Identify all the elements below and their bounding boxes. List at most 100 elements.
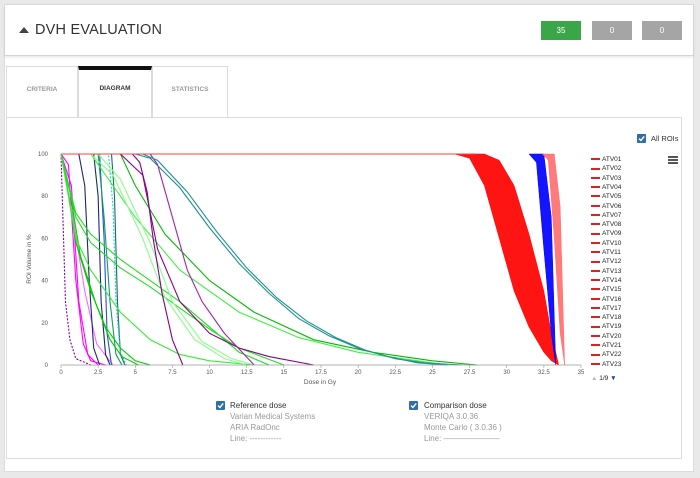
legend-swatch bbox=[591, 334, 600, 337]
checkmark-icon bbox=[217, 402, 224, 409]
tab-statistics[interactable]: STATISTICS bbox=[152, 66, 228, 117]
comparison-algorithm: Monte Carlo ( 3.0.36 ) bbox=[424, 423, 502, 432]
legend-item-atv20[interactable]: ATV20 bbox=[591, 332, 621, 341]
legend-label: ATV12 bbox=[602, 258, 622, 266]
comparison-dose-checkbox[interactable] bbox=[409, 401, 418, 410]
legend-swatch bbox=[591, 307, 600, 310]
chart-menu-icon[interactable] bbox=[668, 156, 678, 164]
legend-pager: ▲ 1/9 ▼ bbox=[591, 375, 617, 382]
legend-swatch bbox=[591, 167, 600, 170]
collapse-arrow-icon[interactable] bbox=[19, 27, 29, 33]
legend-label: ATV13 bbox=[602, 267, 622, 275]
legend-item-atv05[interactable]: ATV05 bbox=[591, 192, 621, 201]
legend-swatch bbox=[591, 195, 600, 198]
passed-count-badge: 35 bbox=[541, 21, 581, 40]
reference-system: ARIA RadOnc bbox=[230, 423, 280, 432]
legend-swatch bbox=[591, 316, 600, 319]
comparison-dose-label: Comparison dose bbox=[424, 401, 487, 410]
diagram-content bbox=[6, 117, 682, 459]
comparison-software: VERIQA 3.0.36 bbox=[424, 412, 479, 421]
panel-title: DVH EVALUATION bbox=[35, 22, 163, 38]
legend-swatch bbox=[591, 362, 600, 365]
legend-label: ATV07 bbox=[602, 211, 622, 219]
reference-line-style: Line: ------------ bbox=[230, 434, 282, 443]
legend-label: ATV09 bbox=[602, 230, 622, 238]
checkmark-icon bbox=[410, 402, 417, 409]
legend-swatch bbox=[591, 260, 600, 263]
legend-item-atv07[interactable]: ATV07 bbox=[591, 211, 621, 220]
legend-item-atv11[interactable]: ATV11 bbox=[591, 248, 621, 257]
reference-vendor: Varian Medical Systems bbox=[230, 412, 316, 421]
legend-item-atv15[interactable]: ATV15 bbox=[591, 285, 621, 294]
legend-label: ATV22 bbox=[602, 351, 622, 359]
legend-label: ATV02 bbox=[602, 165, 622, 173]
pager-text: 1/9 bbox=[599, 375, 609, 382]
legend-label: ATV03 bbox=[602, 174, 622, 182]
legend-label: ATV01 bbox=[602, 156, 622, 163]
legend-label: ATV04 bbox=[602, 183, 622, 191]
checkmark-icon bbox=[638, 135, 645, 142]
legend-item-atv08[interactable]: ATV08 bbox=[591, 220, 621, 229]
legend-label: ATV06 bbox=[602, 202, 622, 210]
warning-count-badge: 0 bbox=[592, 21, 632, 40]
tab-criteria[interactable]: CRITERIA bbox=[6, 66, 78, 117]
legend-label: ATV23 bbox=[602, 360, 622, 368]
legend-label: ATV10 bbox=[602, 239, 622, 247]
legend-item-atv06[interactable]: ATV06 bbox=[591, 202, 621, 211]
legend-item-atv17[interactable]: ATV17 bbox=[591, 304, 621, 313]
legend-item-atv02[interactable]: ATV02 bbox=[591, 164, 621, 173]
legend-item-atv13[interactable]: ATV13 bbox=[591, 267, 621, 276]
tab-diagram[interactable]: DIAGRAM bbox=[78, 66, 152, 117]
legend-swatch bbox=[591, 204, 600, 207]
legend-swatch bbox=[591, 325, 600, 328]
legend-swatch bbox=[591, 214, 600, 217]
legend-swatch bbox=[591, 223, 600, 226]
legend-item-atv10[interactable]: ATV10 bbox=[591, 239, 621, 248]
legend-item-atv12[interactable]: ATV12 bbox=[591, 257, 621, 266]
legend-item-atv18[interactable]: ATV18 bbox=[591, 313, 621, 322]
legend-swatch bbox=[591, 269, 600, 272]
legend-swatch bbox=[591, 232, 600, 235]
legend-item-atv09[interactable]: ATV09 bbox=[591, 229, 621, 238]
legend-item-atv04[interactable]: ATV04 bbox=[591, 183, 621, 192]
legend-item-atv01[interactable]: ATV01 bbox=[591, 155, 621, 164]
legend-label: ATV21 bbox=[602, 342, 622, 349]
legend-item-atv19[interactable]: ATV19 bbox=[591, 322, 621, 331]
reference-dose-label: Reference dose bbox=[230, 401, 287, 410]
all-rois-label: All ROIs bbox=[651, 134, 679, 143]
legend-swatch bbox=[591, 158, 600, 161]
legend-swatch bbox=[591, 288, 600, 291]
legend-label: ATV08 bbox=[602, 221, 622, 229]
legend-label: ATV17 bbox=[602, 304, 622, 312]
legend-swatch bbox=[591, 344, 600, 347]
pager-down-icon[interactable]: ▼ bbox=[610, 375, 617, 382]
legend-item-atv03[interactable]: ATV03 bbox=[591, 174, 621, 183]
legend-swatch bbox=[591, 353, 600, 356]
legend-swatch bbox=[591, 251, 600, 254]
legend-item-atv22[interactable]: ATV22 bbox=[591, 350, 621, 359]
legend-label: ATV19 bbox=[602, 323, 622, 331]
reference-dose-checkbox[interactable] bbox=[216, 401, 225, 410]
legend-label: ATV18 bbox=[602, 314, 622, 322]
all-rois-checkbox[interactable] bbox=[637, 134, 646, 143]
pager-up-icon[interactable]: ▲ bbox=[591, 375, 598, 382]
panel-header: DVH EVALUATION 35 0 0 bbox=[5, 5, 693, 56]
legend-swatch bbox=[591, 279, 600, 282]
reference-dose-block: Reference dose Varian Medical Systems AR… bbox=[230, 400, 315, 444]
comparison-dose-block: Comparison dose VERIQA 3.0.36 Monte Carl… bbox=[424, 400, 502, 444]
legend-label: ATV15 bbox=[602, 286, 622, 294]
legend-label: ATV11 bbox=[602, 249, 621, 256]
legend-item-atv23[interactable]: ATV23 bbox=[591, 360, 621, 369]
legend-swatch bbox=[591, 297, 600, 300]
legend-swatch bbox=[591, 186, 600, 189]
comparison-line-style: Line: ——————— bbox=[424, 434, 500, 443]
legend-swatch bbox=[591, 176, 600, 179]
failed-count-badge: 0 bbox=[642, 21, 682, 40]
legend-item-atv21[interactable]: ATV21 bbox=[591, 341, 621, 350]
legend-swatch bbox=[591, 241, 600, 244]
legend-item-atv16[interactable]: ATV16 bbox=[591, 295, 621, 304]
legend-item-atv14[interactable]: ATV14 bbox=[591, 276, 621, 285]
legend-label: ATV16 bbox=[602, 295, 622, 303]
legend-label: ATV05 bbox=[602, 193, 622, 201]
legend-label: ATV14 bbox=[602, 276, 622, 284]
